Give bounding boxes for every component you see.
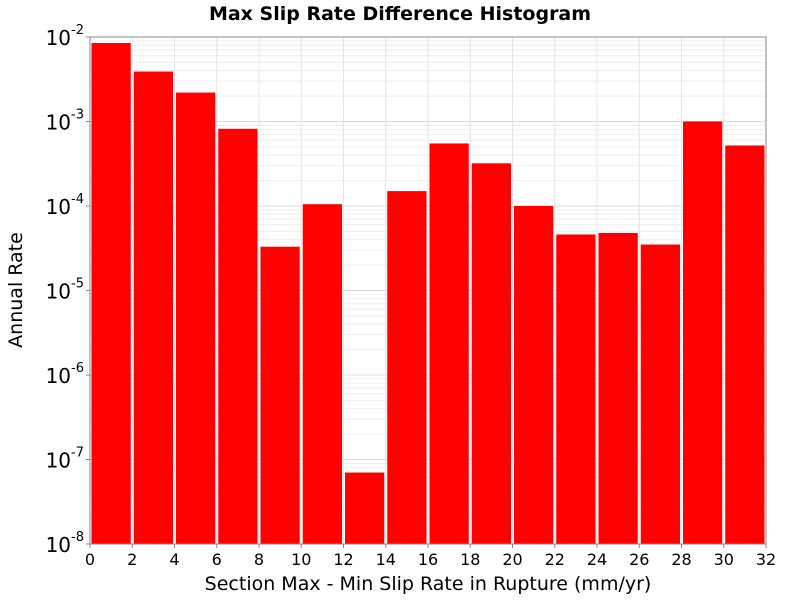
chart-title: Max Slip Rate Difference Histogram (209, 3, 591, 25)
bar (176, 92, 216, 545)
bar (218, 128, 258, 545)
x-tick-label: 10 (291, 550, 311, 569)
x-tick-label: 30 (714, 550, 734, 569)
y-tick-label: 10-7 (46, 446, 84, 473)
x-tick-label: 4 (169, 550, 179, 569)
x-tick-label: 8 (254, 550, 264, 569)
bar (91, 42, 131, 544)
bar (471, 163, 511, 544)
bar (683, 121, 723, 544)
x-tick-label: 24 (587, 550, 607, 569)
y-tick-label: 10-4 (46, 192, 84, 219)
bar (514, 206, 554, 544)
bar (133, 71, 173, 544)
x-tick-label: 32 (756, 550, 776, 569)
bar (429, 143, 469, 545)
x-tick-label: 16 (418, 550, 438, 569)
y-tick-label: 10-3 (46, 108, 84, 135)
bar (640, 244, 680, 544)
y-tick-label: 10-2 (46, 23, 84, 50)
x-tick-label: 12 (333, 550, 353, 569)
x-tick-label: 18 (460, 550, 480, 569)
y-tick-label: 10-8 (46, 530, 84, 557)
bar (725, 145, 765, 544)
x-axis-label: Section Max - Min Slip Rate in Rupture (… (205, 573, 652, 595)
bar (302, 204, 342, 544)
x-tick-label: 0 (85, 550, 95, 569)
y-tick-label: 10-6 (46, 361, 84, 388)
bar (260, 246, 300, 544)
y-tick-label: 10-5 (46, 277, 84, 304)
x-tick-label: 2 (127, 550, 137, 569)
y-axis-label: Annual Rate (5, 232, 27, 348)
x-tick-label: 6 (212, 550, 222, 569)
bar (387, 191, 427, 544)
x-tick-label: 20 (502, 550, 522, 569)
x-tick-label: 26 (629, 550, 649, 569)
y-axis-ticks: 10-8 10-7 10-6 10-5 10-4 10-3 10-2 (46, 23, 90, 557)
bar (598, 232, 638, 544)
x-tick-label: 14 (376, 550, 396, 569)
x-axis-ticks: 0 2 4 6 8 10 12 14 16 18 20 22 24 26 28 30 32 (85, 544, 776, 569)
x-tick-label: 28 (671, 550, 691, 569)
bar (556, 234, 596, 545)
bar (345, 472, 385, 544)
bars (91, 42, 765, 545)
x-tick-label: 22 (545, 550, 565, 569)
